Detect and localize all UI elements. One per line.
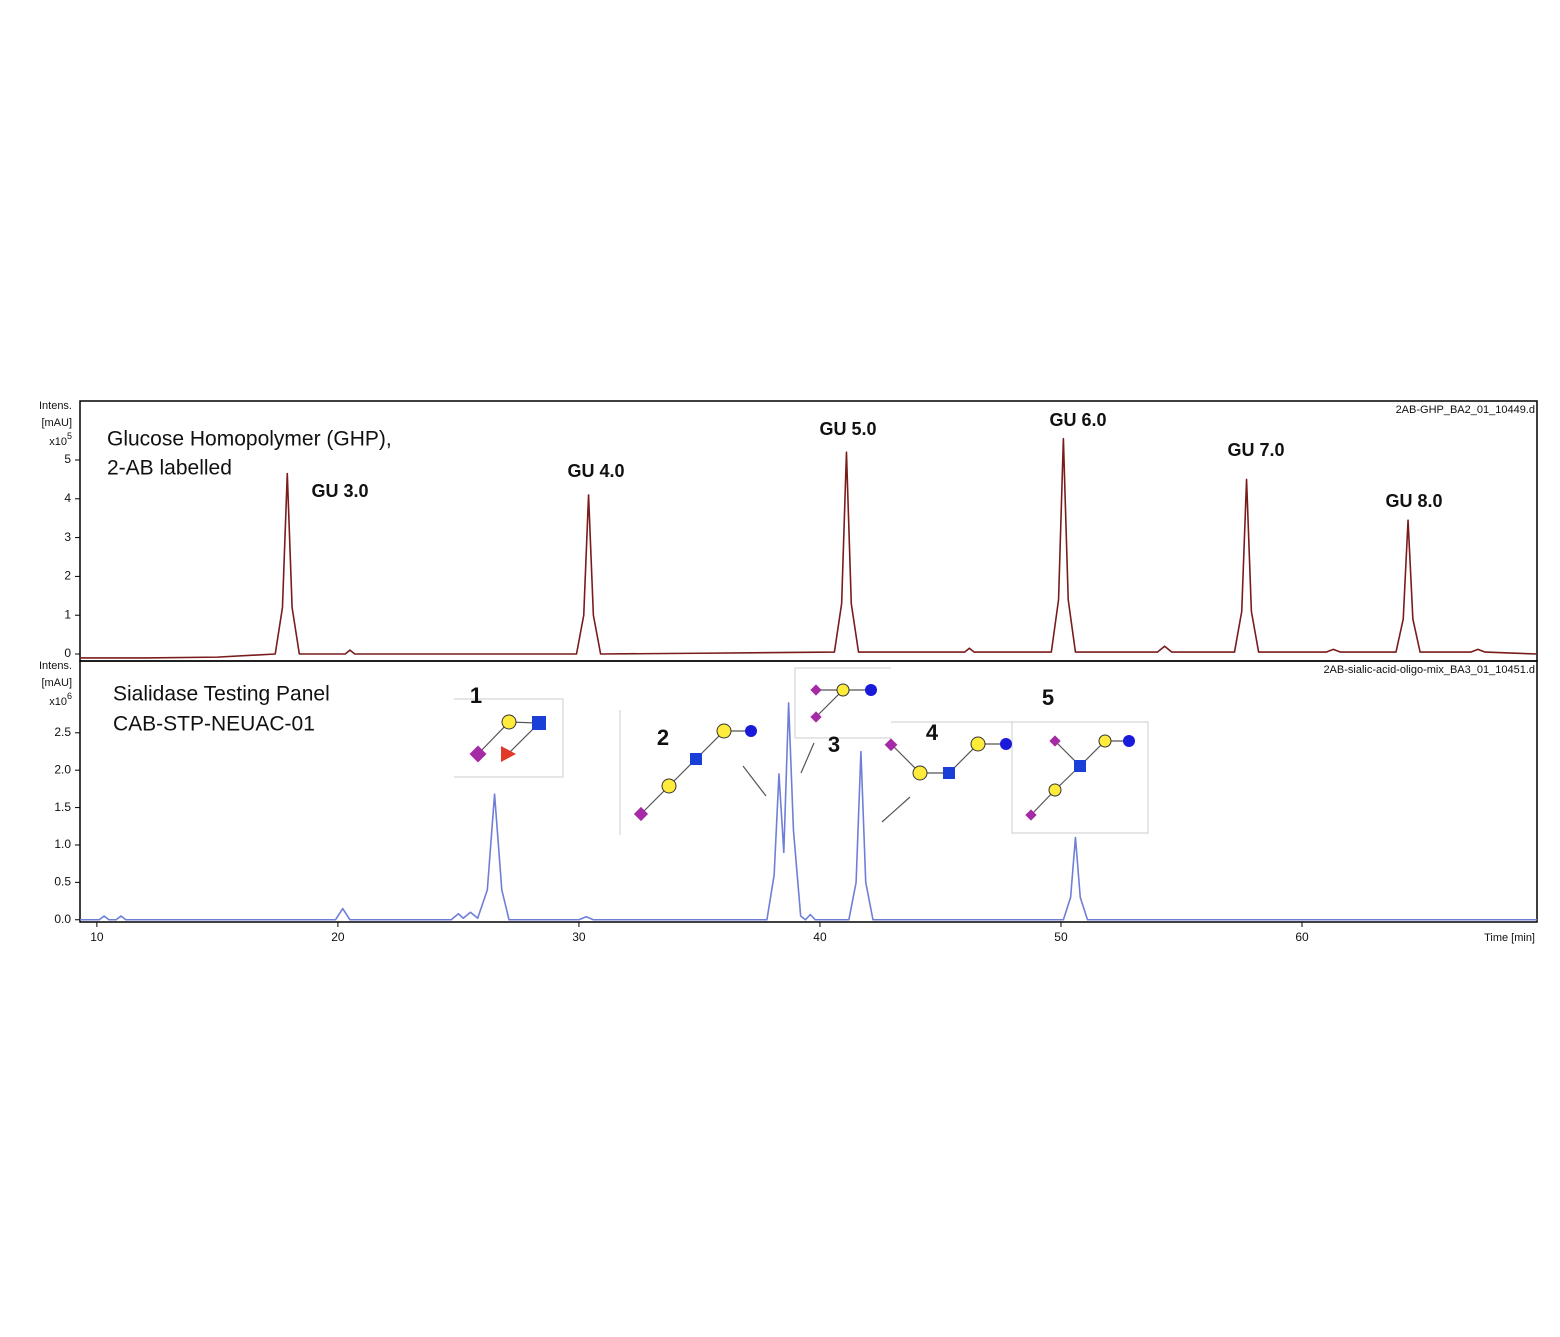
peak-annotation: GU 6.0 (1049, 410, 1106, 430)
x-tick-label: 30 (572, 930, 586, 944)
glucose (1000, 738, 1012, 750)
pointer (881, 796, 911, 823)
peak-annotation: 5 (1042, 685, 1054, 710)
panel-title: 2-AB labelled (107, 457, 232, 480)
peak-annotation: 4 (926, 720, 939, 745)
galactose (836, 683, 850, 697)
y-tick-label: 0.5 (54, 875, 71, 889)
sialic-acid (1025, 809, 1037, 821)
peak-annotation: 2 (657, 725, 669, 750)
fucose (501, 746, 516, 762)
y-tick-label: 1.0 (54, 837, 71, 851)
y-tick-label: 2 (64, 569, 71, 583)
pointer (742, 765, 767, 797)
glucose (865, 684, 877, 696)
y-tick-label: 1 (64, 607, 71, 621)
glcnac (943, 767, 955, 779)
pointer (800, 742, 815, 774)
y-tick-label: 1.5 (54, 800, 71, 814)
glcnac (690, 753, 702, 765)
y-axis-label: [mAU] (41, 677, 72, 689)
glcnac (1074, 760, 1086, 772)
trace (80, 437, 1538, 659)
peak-annotation: 1 (470, 683, 482, 708)
galactose (716, 723, 732, 739)
y-axis-label: [mAU] (41, 417, 72, 429)
y-multiplier: x105 (49, 431, 72, 448)
sialic-acid (810, 711, 822, 723)
glycan-link (477, 721, 541, 755)
galactose (912, 765, 928, 781)
y-tick-label: 0 (64, 646, 71, 660)
plot-frame (79, 660, 1538, 923)
peak-annotation: GU 8.0 (1385, 491, 1442, 511)
y-axis-label: Intens. (39, 400, 72, 412)
glycan-structures (454, 667, 1149, 835)
x-tick-label: 40 (813, 930, 827, 944)
galactose (970, 736, 986, 752)
sialic-acid (884, 738, 898, 752)
glycan-box (1011, 721, 1149, 834)
peak-annotation: GU 5.0 (819, 419, 876, 439)
peak-annotation: GU 4.0 (567, 461, 624, 481)
panel-title: Sialidase Testing Panel (113, 683, 330, 706)
galactose (1098, 734, 1112, 748)
y-multiplier: x106 (49, 691, 72, 708)
glycan-box (891, 721, 1013, 795)
glucose (745, 725, 757, 737)
galactose (661, 778, 677, 794)
x-tick-label: 50 (1054, 930, 1068, 944)
galactose (1048, 783, 1062, 797)
panel-title: Glucose Homopolymer (GHP), (107, 428, 392, 451)
series-name: 2AB-sialic-acid-oligo-mix_BA3_01_10451.d (1323, 664, 1535, 676)
panel-title: CAB-STP-NEUAC-01 (113, 713, 315, 736)
trace (80, 702, 1537, 921)
glycan-link (1030, 740, 1129, 816)
series-name: 2AB-GHP_BA2_01_10449.d (1396, 404, 1535, 416)
y-tick-label: 4 (64, 491, 71, 505)
x-axis-label: Time [min] (1484, 932, 1535, 944)
sialic-acid (633, 806, 649, 822)
sialic-acid (810, 684, 822, 696)
multiplier-exponent: 6 (67, 691, 72, 701)
y-tick-label: 2.5 (54, 725, 71, 739)
glucose (1123, 735, 1135, 747)
multiplier-base: x10 (49, 436, 67, 448)
glycan-box (454, 698, 564, 778)
y-tick-label: 5 (64, 452, 71, 466)
x-tick-label: 10 (90, 930, 104, 944)
multiplier-base: x10 (49, 696, 67, 708)
galactose (501, 714, 517, 730)
sialic-acid (1049, 735, 1061, 747)
sialic-acid (469, 745, 487, 763)
glycan-box (794, 667, 891, 739)
peak-annotation: GU 7.0 (1227, 440, 1284, 460)
x-tick-label: 60 (1295, 930, 1309, 944)
peak-annotation: GU 3.0 (311, 481, 368, 501)
glcnac (532, 716, 546, 730)
multiplier-exponent: 5 (67, 431, 72, 441)
y-tick-label: 3 (64, 530, 71, 544)
x-tick-label: 20 (331, 930, 345, 944)
y-axis-label: Intens. (39, 660, 72, 672)
peak-annotation: 3 (828, 732, 840, 757)
y-tick-label: 2.0 (54, 762, 71, 776)
y-tick-label: 0.0 (54, 912, 71, 926)
